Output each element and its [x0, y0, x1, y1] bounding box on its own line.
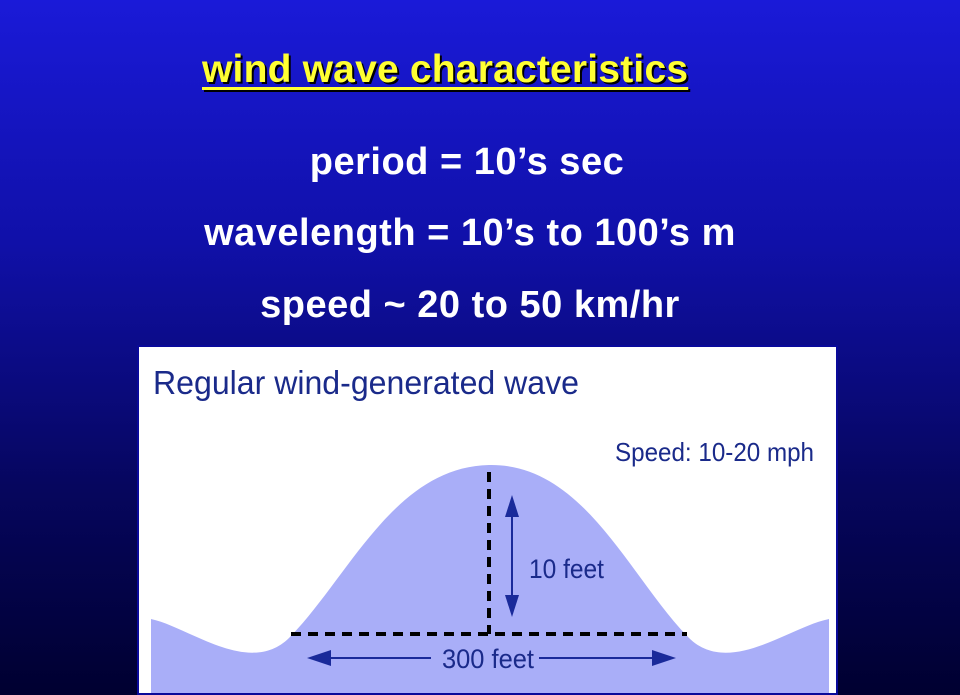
wavelength-line: wavelength = 10’s to 100’s m: [204, 212, 736, 254]
length-arrow-left-head: [307, 650, 331, 666]
period-line: period = 10’s sec: [309, 141, 625, 183]
speed-line: speed ~ 20 to 50 km/hr: [260, 284, 680, 326]
speed-label: Speed: 10-20 mph: [615, 437, 814, 467]
height-arrow-up-head: [505, 495, 519, 517]
diagram-title: Regular wind-generated wave: [153, 364, 579, 401]
height-arrow-down-head: [505, 595, 519, 617]
slide-title: wind wave characteristics: [202, 48, 689, 91]
length-arrow-right-head: [652, 650, 676, 666]
wave-diagram-svg: Regular wind-generated wave Speed: 10-20…: [151, 364, 829, 693]
height-label: 10 feet: [529, 554, 604, 584]
wave-diagram: Regular wind-generated wave Speed: 10-20…: [137, 345, 838, 695]
length-label: 300 feet: [442, 644, 534, 674]
